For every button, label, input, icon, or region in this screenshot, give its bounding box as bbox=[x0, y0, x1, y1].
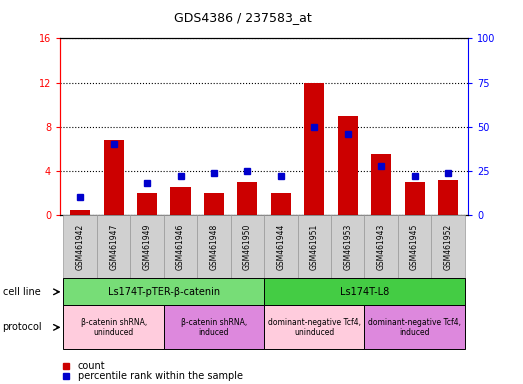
Text: GSM461953: GSM461953 bbox=[343, 223, 352, 270]
Bar bbox=[204, 193, 224, 215]
Text: cell line: cell line bbox=[3, 287, 40, 297]
Text: GSM461952: GSM461952 bbox=[444, 223, 452, 270]
Bar bbox=[104, 140, 123, 215]
Text: dominant-negative Tcf4,
induced: dominant-negative Tcf4, induced bbox=[368, 318, 461, 337]
Text: GSM461943: GSM461943 bbox=[377, 223, 385, 270]
Text: protocol: protocol bbox=[3, 322, 42, 333]
Bar bbox=[70, 210, 90, 215]
Bar bbox=[304, 83, 324, 215]
Text: β-catenin shRNA,
induced: β-catenin shRNA, induced bbox=[181, 318, 247, 337]
Text: GSM461948: GSM461948 bbox=[209, 223, 219, 270]
Text: count: count bbox=[77, 361, 105, 371]
Text: percentile rank within the sample: percentile rank within the sample bbox=[77, 371, 243, 381]
Bar bbox=[338, 116, 358, 215]
Text: GSM461942: GSM461942 bbox=[76, 223, 85, 270]
Text: Ls174T-L8: Ls174T-L8 bbox=[340, 287, 389, 297]
Bar bbox=[371, 154, 391, 215]
Text: GSM461951: GSM461951 bbox=[310, 223, 319, 270]
Text: β-catenin shRNA,
uninduced: β-catenin shRNA, uninduced bbox=[81, 318, 147, 337]
Text: GSM461950: GSM461950 bbox=[243, 223, 252, 270]
Bar bbox=[237, 182, 257, 215]
Text: GSM461944: GSM461944 bbox=[276, 223, 286, 270]
Bar bbox=[405, 182, 425, 215]
Text: GSM461945: GSM461945 bbox=[410, 223, 419, 270]
Bar bbox=[137, 193, 157, 215]
Bar bbox=[438, 180, 458, 215]
Bar bbox=[170, 187, 190, 215]
Text: dominant-negative Tcf4,
uninduced: dominant-negative Tcf4, uninduced bbox=[268, 318, 361, 337]
Text: GDS4386 / 237583_at: GDS4386 / 237583_at bbox=[174, 12, 312, 25]
Text: Ls174T-pTER-β-catenin: Ls174T-pTER-β-catenin bbox=[108, 287, 220, 297]
Text: GSM461946: GSM461946 bbox=[176, 223, 185, 270]
Text: GSM461949: GSM461949 bbox=[143, 223, 152, 270]
Text: GSM461947: GSM461947 bbox=[109, 223, 118, 270]
Bar bbox=[271, 193, 291, 215]
